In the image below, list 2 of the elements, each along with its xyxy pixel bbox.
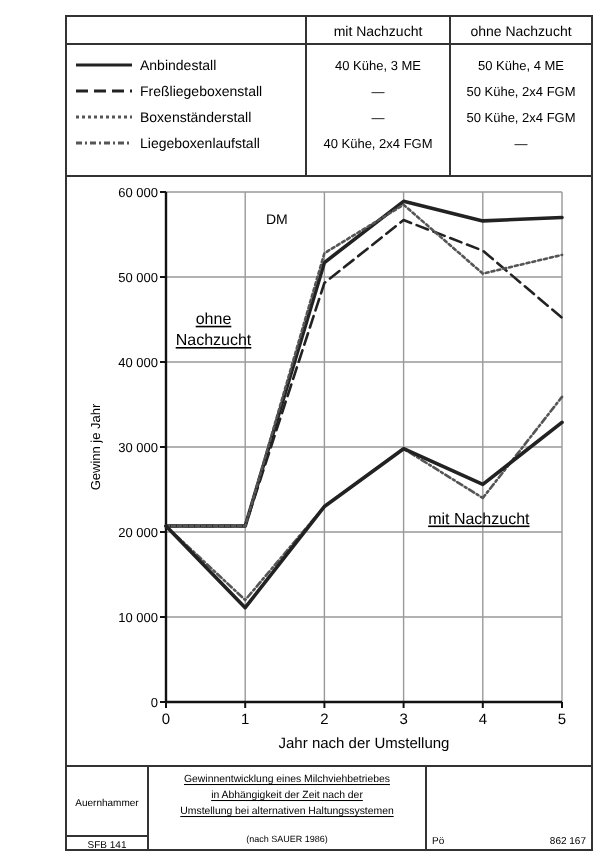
- annotation: mit Nachzucht: [428, 509, 532, 528]
- annotation: ohne Nachzucht: [175, 309, 253, 349]
